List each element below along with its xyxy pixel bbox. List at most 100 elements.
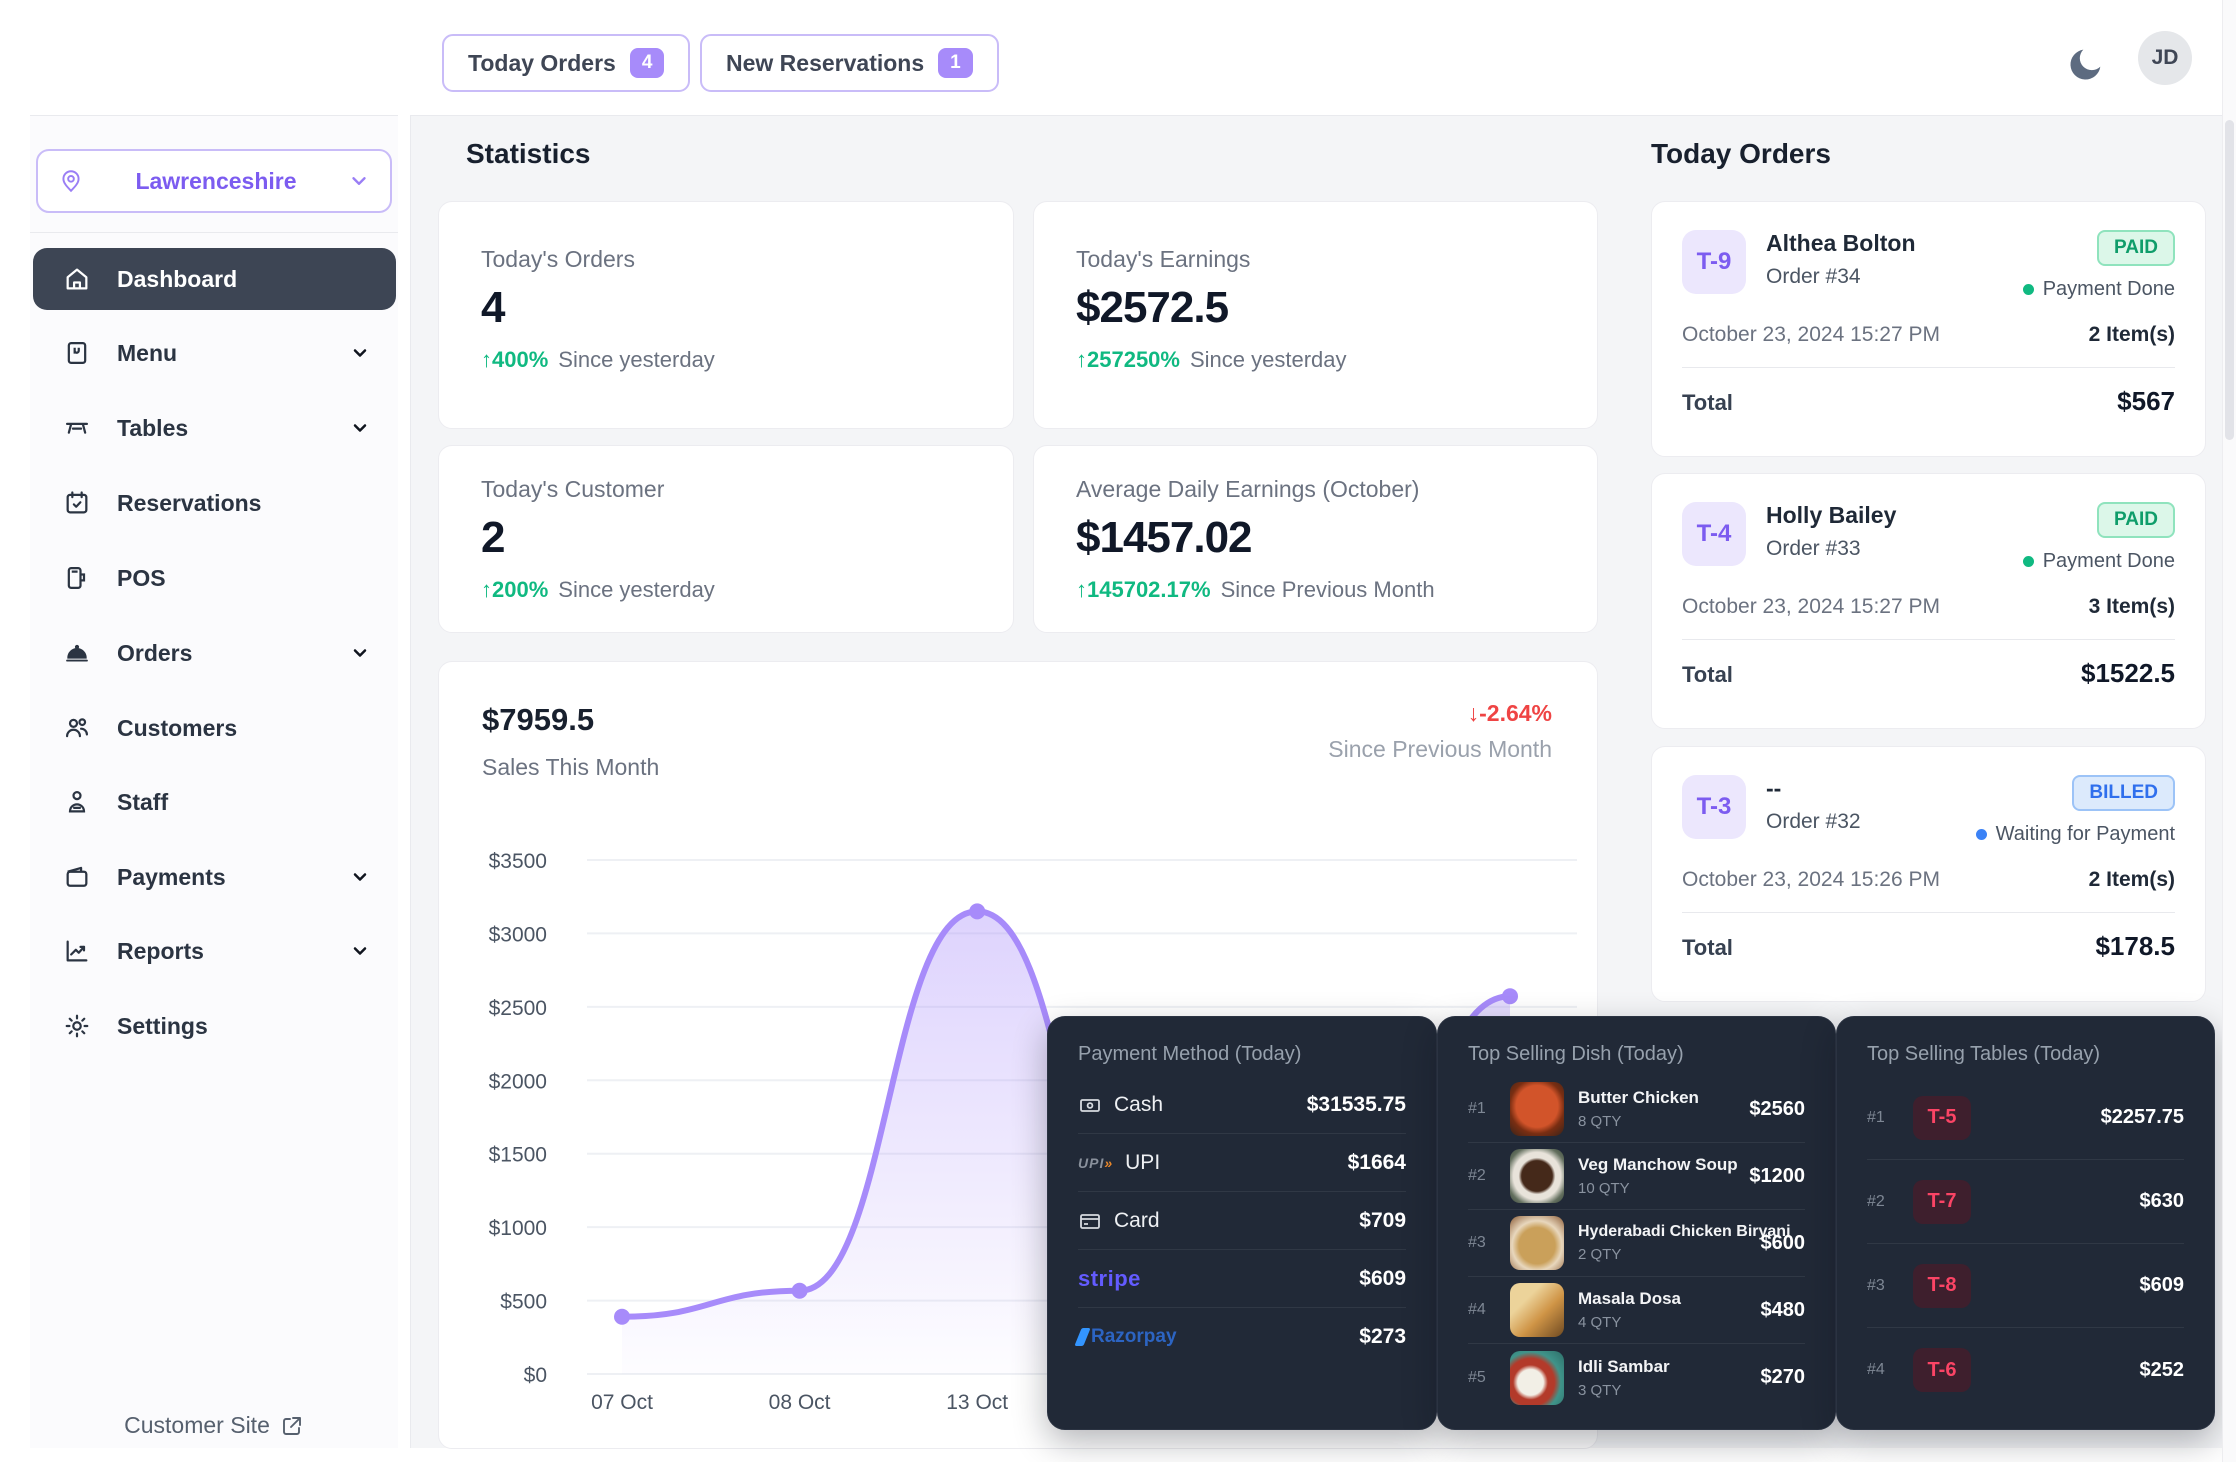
table-badge: T-8	[1913, 1263, 1971, 1308]
svg-text:$2500: $2500	[489, 997, 547, 1020]
sales-delta: ↓-2.64%	[1467, 700, 1552, 726]
sales-total: $7959.5	[482, 702, 595, 737]
stat-delta: ↑257250%	[1076, 347, 1180, 372]
dish-image	[1510, 1149, 1564, 1203]
chevron-down-icon	[353, 649, 367, 657]
svg-text:$1500: $1500	[489, 1144, 547, 1167]
sidebar-item-customers[interactable]: Customers	[33, 697, 396, 759]
svg-text:$2000: $2000	[489, 1070, 547, 1093]
divider	[1682, 367, 2175, 368]
status-badge: PAID	[2097, 502, 2175, 538]
status-dot	[2022, 284, 2034, 295]
sidebar-divider	[30, 232, 398, 233]
sidebar-item-label: Staff	[117, 788, 169, 815]
sidebar-item-pos[interactable]: POS	[33, 547, 396, 609]
sidebar-item-reservations[interactable]: Reservations	[33, 472, 396, 534]
cloche-icon	[66, 644, 88, 662]
table-badge: T-7	[1913, 1179, 1971, 1224]
stat-delta-note: Since yesterday	[558, 577, 715, 602]
dish-image	[1510, 1082, 1564, 1136]
dish-image	[1510, 1216, 1564, 1270]
divider	[1682, 639, 2175, 640]
dish-qty: 3 QTY	[1578, 1381, 1622, 1399]
status-note: Payment Done	[2042, 278, 2175, 300]
payment-method-label: UPI	[1125, 1150, 1161, 1174]
stat-label: Today's Orders	[481, 246, 635, 272]
table-value: $609	[2139, 1274, 2185, 1296]
payment-method-value: $1664	[1347, 1150, 1406, 1174]
total-label: Total	[1682, 390, 1733, 415]
dish-row: #1 Butter Chicken 8 QTY $2560	[1468, 1076, 1805, 1143]
avatar[interactable]: JD	[2138, 31, 2192, 85]
location-selector[interactable]: Lawrenceshire	[36, 149, 392, 213]
dish-name: Hyderabadi Chicken Biryani	[1578, 1223, 1791, 1240]
stat-delta-note: Since Previous Month	[1220, 577, 1435, 602]
dish-rank: #5	[1468, 1368, 1486, 1386]
scrollbar-thumb[interactable]	[2225, 120, 2234, 440]
order-card[interactable]: T-3 -- Order #32 BILLED Waiting for Paym…	[1651, 746, 2206, 1002]
page-scrollbar[interactable]	[2222, 0, 2236, 1462]
sidebar-item-settings[interactable]: Settings	[33, 995, 396, 1057]
order-total: $567	[2117, 386, 2175, 416]
top-selling-dish-panel: Top Selling Dish (Today) #1 Butter Chick…	[1437, 1016, 1836, 1430]
sidebar-item-orders[interactable]: Orders	[33, 622, 396, 684]
customer-site-link[interactable]: Customer Site	[30, 1412, 398, 1439]
payment-method-label: Card	[1114, 1208, 1160, 1232]
sidebar-item-label: Settings	[117, 1012, 208, 1039]
status-badge: PAID	[2097, 230, 2175, 266]
total-label: Total	[1682, 935, 1733, 960]
sidebar-item-staff[interactable]: Staff	[33, 771, 396, 833]
chevron-down-icon	[353, 947, 367, 955]
payment-method-row: UPI» UPI $1664	[1078, 1134, 1406, 1192]
upi-logo: UPI»	[1078, 1154, 1114, 1171]
location-pin-icon	[62, 170, 80, 193]
table-badge: T-9	[1682, 230, 1746, 294]
external-link-icon	[282, 1416, 301, 1435]
svg-text:$1000: $1000	[489, 1217, 547, 1240]
pos-terminal-icon	[67, 566, 86, 590]
stat-value: $2572.5	[1076, 283, 1229, 332]
stat-card-average-daily-earnings: Average Daily Earnings (October) $1457.0…	[1033, 445, 1598, 633]
sidebar-item-reports[interactable]: Reports	[33, 920, 396, 982]
stat-delta: ↑400%	[481, 347, 549, 372]
status-note: Payment Done	[2042, 550, 2175, 572]
divider	[1682, 912, 2175, 913]
table-rank: #1	[1867, 1108, 1885, 1126]
stripe-logo: stripe	[1078, 1265, 1141, 1291]
order-card[interactable]: T-9 Althea Bolton Order #34 PAID Payment…	[1651, 201, 2206, 457]
sidebar-item-label: Reports	[117, 937, 204, 964]
stat-value: 4	[481, 283, 505, 332]
stat-card-todays-orders: Today's Orders 4 ↑400% Since yesterday	[438, 201, 1014, 429]
order-card[interactable]: T-4 Holly Bailey Order #33 PAID Payment …	[1651, 473, 2206, 729]
sidebar-item-label: Payments	[117, 863, 226, 890]
dish-name: Butter Chicken	[1578, 1088, 1699, 1107]
sidebar-item-menu[interactable]: Menu	[33, 322, 396, 384]
dish-row: #2 Veg Manchow Soup 10 QTY $1200	[1468, 1143, 1805, 1210]
svg-text:07 Oct: 07 Oct	[591, 1391, 653, 1414]
table-row: #1 T-5 $2257.75	[1867, 1076, 2184, 1160]
order-number: Order #34	[1766, 265, 1861, 288]
wallet-icon	[66, 866, 88, 887]
dish-qty: 8 QTY	[1578, 1113, 1622, 1130]
dish-value: $1200	[1749, 1164, 1805, 1187]
sidebar-item-label: Orders	[117, 639, 193, 666]
dark-mode-toggle[interactable]	[2066, 44, 2106, 84]
order-items: 2 Item(s)	[2088, 868, 2175, 891]
sidebar-item-dashboard[interactable]: Dashboard	[33, 248, 396, 310]
svg-text:$3500: $3500	[489, 850, 547, 873]
new-reservations-button[interactable]: New Reservations 1	[700, 34, 999, 92]
menu-book-icon	[67, 341, 87, 365]
stat-card-todays-earnings: Today's Earnings $2572.5 ↑257250% Since …	[1033, 201, 1598, 429]
table-badge: T-5	[1913, 1095, 1971, 1140]
today-orders-button[interactable]: Today Orders 4	[442, 34, 691, 92]
status-badge: BILLED	[2072, 775, 2175, 811]
payment-method-value: $273	[1359, 1325, 1406, 1348]
svg-text:$0: $0	[524, 1364, 547, 1387]
chevron-down-icon	[353, 873, 367, 881]
order-date: October 23, 2024 15:26 PM	[1682, 868, 1940, 891]
moon-icon	[2070, 49, 2101, 80]
sidebar-item-tables[interactable]: Tables	[33, 397, 396, 459]
sidebar-item-payments[interactable]: Payments	[33, 846, 396, 908]
order-items: 2 Item(s)	[2088, 323, 2175, 346]
dish-image	[1510, 1350, 1564, 1405]
